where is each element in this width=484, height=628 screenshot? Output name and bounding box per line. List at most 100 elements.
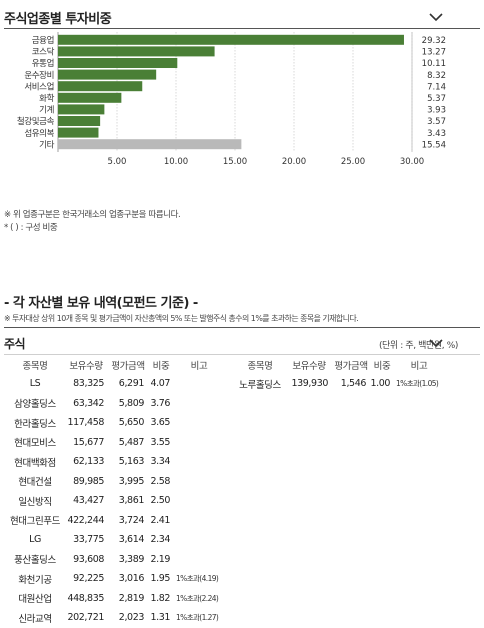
remark-cell <box>174 511 224 531</box>
weight-cell: 3.34 <box>150 456 170 468</box>
value-label: 3.93 <box>427 106 446 116</box>
col-header-weight: 비중 <box>152 361 170 372</box>
stock-name-cell: 대원산업 <box>18 594 52 606</box>
quantity-cell: 139,930 <box>291 378 329 390</box>
value-cell: 2,023 <box>118 612 145 624</box>
quantity-cell: 33,775 <box>73 534 104 546</box>
weight-cell: 3.55 <box>150 436 170 448</box>
category-label: 섬유의복 <box>24 128 54 139</box>
remark-cell <box>174 374 224 394</box>
table-row: 풍산홀딩스 93,608 3,389 2.19 <box>6 550 224 570</box>
stock-name-cell: LS <box>29 378 41 390</box>
bar <box>58 104 105 115</box>
quantity-cell: 92,225 <box>73 573 104 585</box>
footnote-industry-basis: ※ 위 업종구분은 한국거래소의 업종구분을 따릅니다. <box>4 210 181 220</box>
value-cell: 5,163 <box>118 456 145 468</box>
value-cell: 3,724 <box>118 514 145 526</box>
value-label: 13.27 <box>422 48 446 58</box>
holdings-table-left: 종목명 보유수량 평가금액 비중 비고 LS 83,325 6,291 4.07 삼양홀… <box>6 356 224 628</box>
table-row: 대원산업 448,835 2,819 1.82 1%초과(2.24) <box>6 589 224 609</box>
x-tick-label: 15.00 <box>223 157 247 167</box>
stock-name-cell: 한라홀딩스 <box>14 418 56 430</box>
value-cell: 5,650 <box>118 417 145 429</box>
category-label: 운수장비 <box>24 70 54 81</box>
section-divider-2 <box>4 327 480 328</box>
x-tick-label: 25.00 <box>341 157 365 167</box>
stock-name-cell: 화천기공 <box>18 574 52 586</box>
col-header-quantity: 보유수량 <box>69 361 103 372</box>
stock-name-cell: 현대건설 <box>18 477 52 489</box>
section-divider <box>4 28 480 29</box>
quantity-cell: 15,677 <box>73 436 104 448</box>
value-cell: 1,546 <box>340 378 367 390</box>
bar <box>58 46 215 57</box>
bar <box>58 58 178 68</box>
remark-cell <box>174 472 224 492</box>
stock-name-cell: 노루홀딩스 <box>239 379 281 391</box>
category-label: 화학 <box>39 93 54 104</box>
quantity-cell: 117,458 <box>67 417 105 429</box>
table-row: LS 83,325 6,291 4.07 <box>6 374 224 394</box>
table-row: 화천기공 92,225 3,016 1.95 1%초과(4.19) <box>6 569 224 589</box>
quantity-cell: 448,835 <box>67 592 105 604</box>
chevron-down-icon[interactable] <box>428 338 444 348</box>
value-label: 3.57 <box>427 117 446 127</box>
quantity-cell: 93,608 <box>73 553 104 565</box>
bar <box>58 92 122 103</box>
remark-cell: 1%초과(2.24) <box>176 593 219 603</box>
col-header-value: 평가금액 <box>111 361 145 372</box>
stock-name-cell: 일신방직 <box>18 496 52 508</box>
table-row: 현대모비스 15,677 5,487 3.55 <box>6 433 224 453</box>
x-tick-label: 30.00 <box>400 157 424 167</box>
holdings-table-right-body: 노루홀딩스 139,930 1,546 1.00 1%초과(1.05) <box>234 374 444 394</box>
x-tick-label: 5.00 <box>108 157 127 167</box>
stock-name-cell: 삼양홀딩스 <box>14 399 56 411</box>
weight-cell: 3.65 <box>150 417 170 429</box>
bar <box>58 116 101 126</box>
remark-cell: 1%초과(4.19) <box>176 574 219 584</box>
table-row: LG 33,775 3,614 2.34 <box>6 530 224 550</box>
table-row: 노루홀딩스 139,930 1,546 1.00 1%초과(1.05) <box>234 374 444 394</box>
remark-cell <box>174 433 224 453</box>
x-tick-label: 20.00 <box>282 157 306 167</box>
weight-cell: 1.95 <box>150 573 170 585</box>
stock-name-cell: 신라교역 <box>18 613 52 625</box>
weight-cell: 1.00 <box>370 378 390 390</box>
category-label: 코스닥 <box>32 47 55 58</box>
value-cell: 3,614 <box>118 534 145 546</box>
col-header-name: 종목명 <box>247 361 273 372</box>
x-tick-label: 10.00 <box>164 157 188 167</box>
weight-cell: 2.58 <box>150 475 170 487</box>
value-cell: 5,809 <box>118 397 145 409</box>
stock-name-cell: 현대백화점 <box>14 457 56 469</box>
industry-bar-chart: 5.00 10.00 15.00 20.00 25.00 30.00 금융업 29.32 코스닥… <box>17 32 446 167</box>
col-header-quantity: 보유수량 <box>292 361 326 372</box>
category-label: 금융업 <box>32 36 54 46</box>
bar <box>58 139 242 150</box>
remark-cell <box>174 550 224 570</box>
bar <box>58 34 404 45</box>
weight-cell: 4.07 <box>150 378 170 390</box>
value-cell: 3,016 <box>118 573 145 585</box>
chevron-down-icon[interactable] <box>428 12 444 22</box>
footnote-composition: * ( ) : 구성 비중 <box>4 223 58 233</box>
category-label: 서비스업 <box>24 82 54 92</box>
bar <box>58 81 143 92</box>
col-header-value: 평가금액 <box>334 361 368 372</box>
stock-name-cell: LG <box>29 534 41 546</box>
weight-cell: 1.31 <box>150 612 170 624</box>
quantity-cell: 89,985 <box>73 475 104 487</box>
quantity-cell: 422,244 <box>67 514 105 526</box>
value-label: 15.54 <box>422 140 446 150</box>
weight-cell: 1.82 <box>150 592 170 604</box>
table-row: 현대건설 89,985 3,995 2.58 <box>6 472 224 492</box>
unit-label: (단위 : 주, 백만원, %) <box>378 341 458 351</box>
value-label: 3.43 <box>427 129 446 139</box>
weight-cell: 3.76 <box>150 397 170 409</box>
table-row: 신라교역 202,721 2,023 1.31 1%초과(1.27) <box>6 608 224 628</box>
quantity-cell: 83,325 <box>73 378 104 390</box>
weight-cell: 2.41 <box>150 514 170 526</box>
quantity-cell: 43,427 <box>73 495 104 507</box>
remark-cell <box>174 491 224 511</box>
weight-cell: 2.34 <box>150 534 170 546</box>
